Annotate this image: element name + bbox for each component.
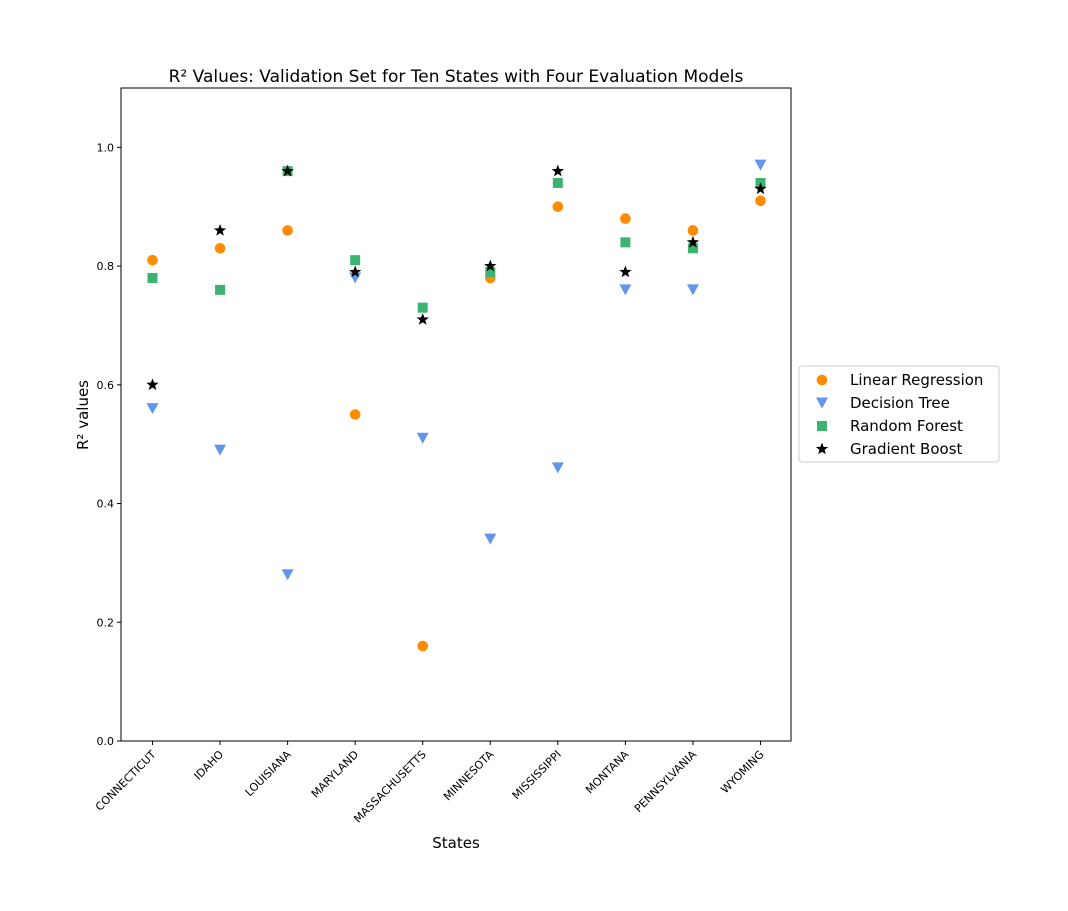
y-tick-label: 0.8 [97,260,115,273]
x-tick-label: CONNECTICUT [93,748,159,814]
data-points [146,159,767,652]
y-tick-label: 0.2 [97,616,115,629]
point-gradient-boost [416,313,429,325]
y-tick-label: 0.6 [97,379,115,392]
legend-label-gradient-boost: Gradient Boost [850,440,963,458]
point-linear-regression [349,409,361,420]
point-gradient-boost [213,223,227,236]
y-tick-label: 0.0 [97,735,115,748]
point-linear-regression [620,213,631,224]
point-decision-tree [146,403,159,415]
legend-label-linear-regression: Linear Regression [850,371,983,389]
point-random-forest [350,255,361,266]
point-gradient-boost [754,182,767,195]
point-linear-regression [552,201,564,213]
point-gradient-boost [281,164,294,177]
x-tick-label: PENNSYLVANIA [632,748,700,816]
x-tick-label: MONTANA [583,748,632,797]
y-axis: 0.0 0.2 0.4 0.6 0.8 1.0 [97,141,121,748]
point-random-forest [147,272,158,283]
point-gradient-boost [484,259,497,272]
legend-label-random-forest: Random Forest [850,417,963,435]
x-tick-label: LOUISIANA [243,748,294,799]
point-random-forest [552,177,563,188]
point-linear-regression [214,242,226,254]
point-linear-regression [687,225,699,236]
x-tick-label: MINNESOTA [441,748,497,804]
legend-marker-linear-regression [816,374,828,386]
point-decision-tree [416,432,429,444]
legend-box [798,365,1000,463]
point-decision-tree [551,462,564,474]
legend-marker-decision-tree [816,397,828,409]
point-decision-tree [619,284,632,296]
point-decision-tree [754,159,767,171]
x-tick-label: MARYLAND [309,748,362,801]
point-linear-regression [755,195,766,207]
point-gradient-boost [619,265,632,278]
point-decision-tree [281,569,294,581]
plot-area [120,87,792,742]
chart-title: R² Values: Validation Set for Ten States… [169,67,744,87]
point-random-forest [215,284,226,295]
x-tick-label: MASSACHUSETTS [351,748,429,826]
x-axis-label: States [432,834,480,852]
x-axis: CONNECTICUT IDAHO LOUISIANA MARYLANDMASSACH… [93,741,767,825]
point-linear-regression [282,225,293,236]
point-random-forest [620,237,631,248]
legend-marker-random-forest [817,421,827,431]
point-random-forest [485,267,496,278]
point-gradient-boost [551,164,565,177]
point-linear-regression [147,254,158,266]
point-decision-tree [686,284,699,296]
point-random-forest [687,243,698,254]
point-random-forest [417,302,428,313]
x-tick-label: WYOMING [718,748,766,796]
legend-label-decision-tree: Decision Tree [850,394,950,412]
y-tick-label: 0.4 [97,498,115,511]
legend-marker-gradient-boost [815,442,829,455]
x-tick-label: MISSISSIPPI [510,748,564,802]
legend: Linear Regression Decision Tree Random For… [798,365,1000,463]
point-linear-regression [417,640,429,652]
point-gradient-boost [146,378,159,391]
point-decision-tree [214,444,227,456]
point-gradient-boost [686,235,700,248]
x-tick-label: IDAHO [192,748,227,783]
point-gradient-boost [348,265,362,278]
y-tick-label: 1.0 [97,141,115,154]
point-decision-tree [484,533,497,545]
y-axis-label: R² values [74,380,92,450]
